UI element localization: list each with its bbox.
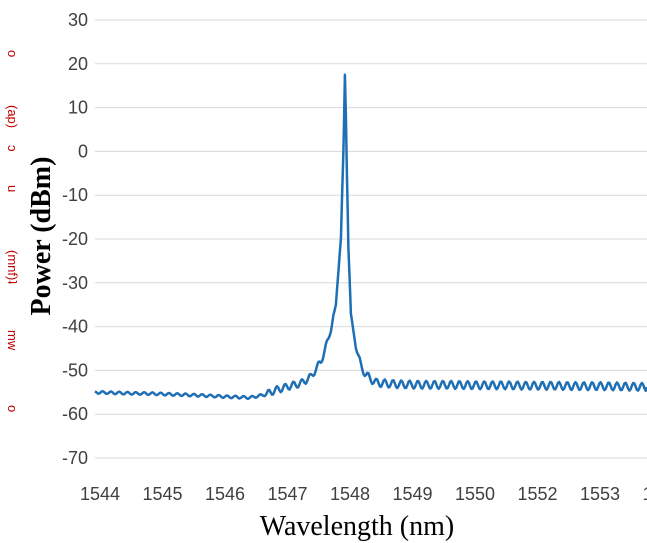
y-tick-label: -50: [62, 360, 88, 380]
y-axis-title: Power (dBm): [26, 157, 57, 316]
y-tick-label: 30: [68, 10, 88, 30]
y-tick-label: 20: [68, 54, 88, 74]
y-tick-label: 0: [78, 141, 88, 161]
x-tick-label: 1547: [267, 484, 307, 504]
red-fragment-label: ɔ: [5, 145, 20, 152]
x-tick-label: 1552: [517, 484, 557, 504]
x-tick-label: 1554: [642, 484, 647, 504]
x-tick-label: 1548: [330, 484, 370, 504]
x-tick-label: 1549: [392, 484, 432, 504]
y-tick-label: -70: [62, 448, 88, 468]
x-tick-label: 1544: [80, 484, 120, 504]
y-tick-label: -30: [62, 273, 88, 293]
y-tick-label: 10: [68, 98, 88, 118]
series-group: [94, 73, 647, 401]
x-tick-label: 1553: [580, 484, 620, 504]
y-axis-ticks: 30 20 10 0 -10 -20 -30 -40 -50 -60 -70: [62, 10, 88, 468]
y-tick-label: -20: [62, 229, 88, 249]
x-tick-label: 1545: [142, 484, 182, 504]
red-fragment-label: o: [5, 405, 20, 412]
series-line: [94, 73, 647, 401]
x-tick-label: 1546: [205, 484, 245, 504]
red-fragment-label: o: [5, 50, 20, 57]
y-tick-label: -10: [62, 185, 88, 205]
y-tick-label: -60: [62, 404, 88, 424]
red-fragment-label: (ap): [5, 105, 20, 128]
red-fragment-label: mw: [5, 330, 20, 351]
x-axis-ticks: 1544 1545 1546 1547 1548 1549 1550 1552 1553 1554: [80, 484, 647, 504]
x-axis-title: Wavelength (nm): [260, 511, 454, 542]
grid-lines: [95, 19, 647, 459]
red-fragment-label: u: [5, 185, 20, 192]
y-tick-label: -40: [62, 317, 88, 337]
red-fragment-label: (mnf)ʇ: [5, 250, 20, 284]
x-tick-label: 1550: [455, 484, 495, 504]
cropped-secondary-axis-fragments: o (ap) ɔ u (mnf)ʇ mw o: [5, 50, 20, 412]
